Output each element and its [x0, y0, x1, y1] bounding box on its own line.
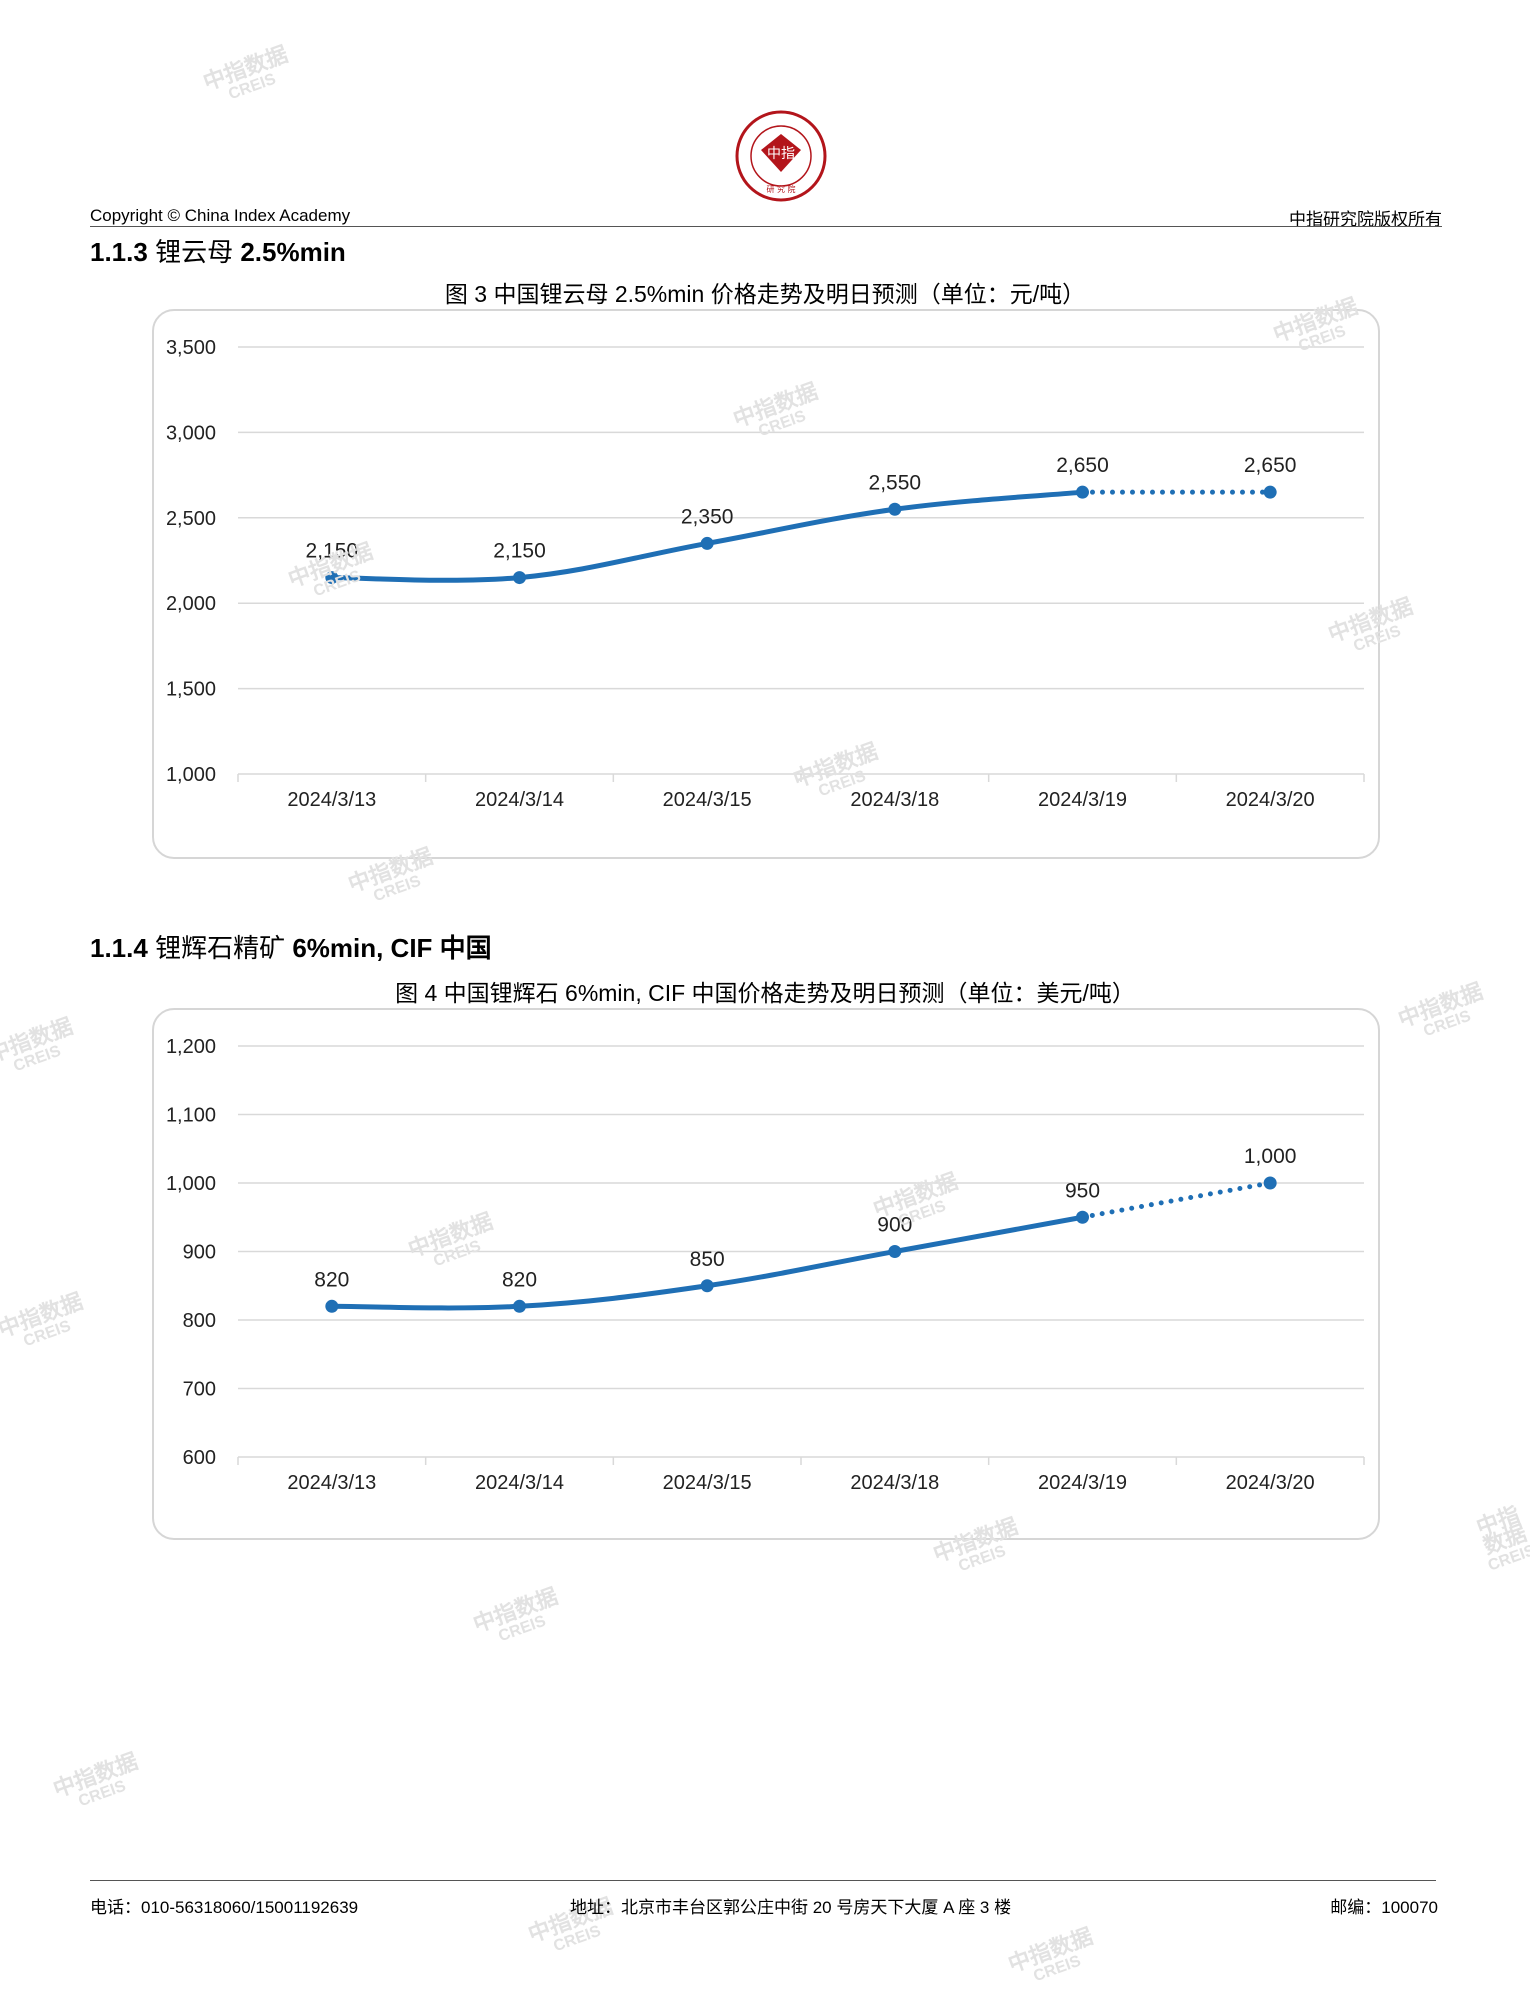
x-tick-label: 2024/3/20 [1226, 1472, 1315, 1494]
data-point [1076, 485, 1089, 499]
y-tick-label: 1,000 [166, 764, 216, 786]
x-tick-label: 2024/3/15 [663, 1472, 752, 1494]
data-point [325, 571, 339, 585]
data-point [1076, 1210, 1089, 1224]
data-point [1263, 1176, 1277, 1190]
section-name: 锂辉石精矿 [155, 933, 286, 963]
y-tick-label: 1,000 [166, 1173, 216, 1195]
data-label: 820 [502, 1268, 537, 1291]
lepidolite-chart-svg: 1,000 1,500 2,000 2,500 3,000 3,500 2024/3/13 2… [166, 337, 1365, 811]
spodumene-chart-svg: 600 700 800 900 1,000 1,100 1,200 2024/3/13 2024… [166, 1036, 1365, 1494]
x-tick-label: 2024/3/13 [287, 789, 376, 811]
y-tick-label: 600 [183, 1447, 216, 1469]
watermark: 中指数据 CREIS [1473, 1501, 1530, 1575]
data-label: 2,650 [1056, 454, 1109, 477]
logo-center-text: 中指 [767, 146, 795, 162]
lepidolite-price-chart: 1,000 1,500 2,000 2,500 3,000 3,500 2024/3/13 2… [152, 309, 1380, 859]
y-tick-label: 2,500 [166, 508, 216, 530]
data-label: 2,150 [306, 540, 359, 563]
watermark: 中指数据 CREIS [1004, 1923, 1097, 1986]
footer-zip: 邮编：100070 [1330, 1898, 1438, 1917]
data-label: 900 [877, 1214, 912, 1237]
y-tick-label: 700 [183, 1379, 216, 1401]
forecast-line [1080, 1180, 1273, 1220]
figure-3-title: 图 3 中国锂云母 2.5%min 价格走势及明日预测（单位：元/吨） [444, 281, 1086, 307]
watermark: 中指数据 CREIS [199, 41, 292, 104]
x-tick-label: 2024/3/13 [287, 1472, 376, 1494]
data-label: 850 [690, 1248, 725, 1271]
x-tick-label: 2024/3/19 [1038, 789, 1127, 811]
data-point [888, 502, 902, 516]
y-tick-label: 900 [183, 1242, 216, 1264]
data-label: 1,000 [1244, 1145, 1297, 1168]
data-point [513, 1299, 526, 1313]
x-tick-label: 2024/3/18 [850, 789, 939, 811]
footer-divider [90, 1880, 1436, 1881]
academy-logo: 中指 研 究 院 [735, 110, 827, 202]
section-name: 锂云母 [155, 237, 234, 267]
data-point [1263, 485, 1277, 499]
section-grade: 6%min, CIF 中国 [292, 933, 492, 963]
y-tick-label: 1,200 [166, 1036, 216, 1058]
y-tick-label: 1,500 [166, 679, 216, 701]
data-point [888, 1245, 902, 1258]
copyright-text: Copyright © China Index Academy [90, 206, 351, 225]
y-tick-label: 3,000 [166, 422, 216, 444]
x-tick-label: 2024/3/19 [1038, 1472, 1127, 1494]
copyright-cn-text: 中指研究院版权所有 [1289, 210, 1442, 230]
section-heading-spodumene: 1.1.4 锂辉石精矿 6%min, CIF 中国 [90, 928, 492, 965]
footer-phone: 电话：010-56318060/15001192639 [90, 1898, 359, 1917]
watermark: 中指数据 CREIS [0, 1013, 77, 1076]
x-tick-label: 2024/3/15 [663, 789, 752, 811]
data-label: 2,650 [1244, 454, 1297, 477]
y-tick-label: 3,500 [166, 337, 216, 359]
data-point [325, 1299, 339, 1313]
section-number: 1.1.3 [90, 237, 148, 267]
data-label: 950 [1065, 1179, 1100, 1202]
y-tick-label: 1,100 [166, 1105, 216, 1127]
header-divider [90, 226, 1442, 227]
section-grade: 2.5%min [240, 237, 346, 267]
x-tick-label: 2024/3/14 [475, 1472, 564, 1494]
y-tick-label: 800 [183, 1310, 216, 1332]
spodumene-price-chart: 600 700 800 900 1,000 1,100 1,200 2024/3/13 2024… [152, 1008, 1380, 1540]
section-heading-lepidolite: 1.1.3 锂云母 2.5%min [90, 232, 346, 269]
data-label: 2,550 [869, 471, 922, 494]
watermark: 中指数据 CREIS [49, 1748, 142, 1811]
x-tick-label: 2024/3/20 [1226, 789, 1315, 811]
y-tick-label: 2,000 [166, 593, 216, 615]
data-label: 820 [314, 1268, 349, 1291]
watermark: 中指数据 CREIS [0, 1288, 87, 1351]
footer-address: 地址：北京市丰台区郭公庄中街 20 号房天下大厦 A 座 3 楼 [570, 1898, 1012, 1917]
data-point [700, 536, 714, 550]
x-tick-label: 2024/3/18 [850, 1472, 939, 1494]
data-point [700, 1279, 714, 1293]
data-label: 2,350 [681, 505, 734, 528]
watermark: 中指数据 CREIS [469, 1583, 562, 1646]
x-tick-label: 2024/3/14 [475, 789, 564, 811]
data-label: 2,150 [493, 540, 546, 563]
figure-4-title: 图 4 中国锂辉石 6%min, CIF 中国价格走势及明日预测（单位：美元/吨… [395, 980, 1135, 1006]
section-number: 1.1.4 [90, 933, 148, 963]
data-point [513, 571, 526, 585]
logo-bottom-text: 研 究 院 [766, 184, 795, 194]
